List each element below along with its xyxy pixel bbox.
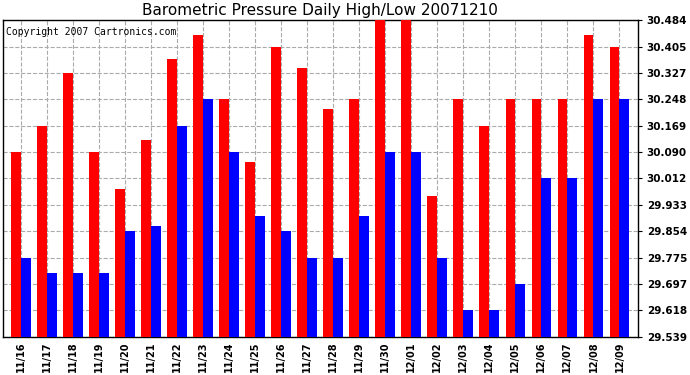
- Bar: [307, 258, 317, 337]
- Bar: [349, 99, 359, 337]
- Bar: [609, 47, 620, 337]
- Bar: [21, 258, 31, 337]
- Bar: [219, 99, 229, 337]
- Bar: [193, 35, 203, 337]
- Bar: [333, 258, 343, 337]
- Bar: [246, 162, 255, 337]
- Bar: [506, 99, 515, 337]
- Bar: [141, 140, 151, 337]
- Bar: [402, 20, 411, 337]
- Bar: [411, 152, 421, 337]
- Bar: [63, 73, 73, 337]
- Bar: [542, 178, 551, 337]
- Bar: [115, 189, 125, 337]
- Bar: [584, 35, 593, 337]
- Bar: [464, 310, 473, 337]
- Bar: [515, 284, 525, 337]
- Bar: [229, 152, 239, 337]
- Bar: [151, 226, 161, 337]
- Bar: [593, 99, 603, 337]
- Bar: [167, 58, 177, 337]
- Bar: [11, 152, 21, 337]
- Bar: [47, 273, 57, 337]
- Bar: [385, 152, 395, 337]
- Bar: [89, 152, 99, 337]
- Bar: [99, 273, 109, 337]
- Bar: [489, 310, 500, 337]
- Bar: [255, 216, 265, 337]
- Bar: [203, 99, 213, 337]
- Bar: [297, 68, 307, 337]
- Bar: [531, 99, 542, 337]
- Bar: [453, 99, 464, 337]
- Bar: [271, 47, 282, 337]
- Bar: [558, 99, 567, 337]
- Bar: [567, 178, 578, 337]
- Bar: [437, 258, 447, 337]
- Bar: [480, 126, 489, 337]
- Bar: [427, 196, 437, 337]
- Bar: [125, 231, 135, 337]
- Bar: [282, 231, 291, 337]
- Bar: [37, 126, 47, 337]
- Bar: [324, 109, 333, 337]
- Bar: [177, 126, 187, 337]
- Bar: [375, 20, 385, 337]
- Bar: [359, 216, 369, 337]
- Bar: [620, 99, 629, 337]
- Title: Barometric Pressure Daily High/Low 20071210: Barometric Pressure Daily High/Low 20071…: [142, 3, 498, 18]
- Text: Copyright 2007 Cartronics.com: Copyright 2007 Cartronics.com: [6, 27, 177, 37]
- Bar: [73, 273, 83, 337]
